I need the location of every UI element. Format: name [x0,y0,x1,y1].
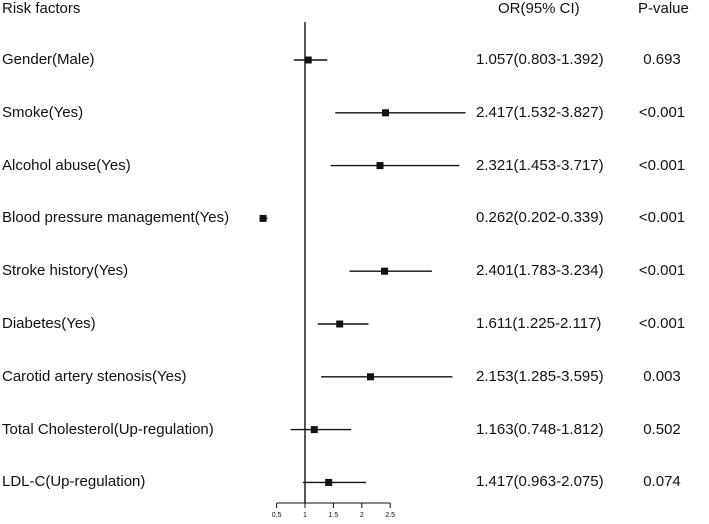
or-point [304,56,312,64]
or-point [336,320,344,328]
or-point [366,373,374,381]
x-tick-label: 2 [360,512,364,519]
or-ci-value: 1.417(0.963-2.075) [476,473,604,491]
p-value: <0.001 [638,262,686,280]
risk-factor-label: Alcohol abuse(Yes) [2,156,131,174]
x-tick-label: 1 [303,512,307,519]
x-tick-label: 1.5 [329,512,339,519]
or-point [381,109,389,117]
p-value-header: P-value [638,0,689,17]
p-value: 0.003 [643,367,681,385]
risk-factor-label: Total Cholesterol(Up-regulation) [2,420,214,438]
risk-factors-header: Risk factors [2,0,81,17]
or-point [310,426,318,434]
or-point [259,214,267,222]
or-ci-value: 1.163(0.748-1.812) [476,420,604,438]
p-value: <0.001 [638,315,686,332]
p-value: 0.502 [643,420,681,438]
p-value: <0.001 [638,209,686,227]
or-ci-value: 0.262(0.202-0.339) [476,209,604,227]
risk-factor-label: Blood pressure management(Yes) [2,209,230,227]
or-ci-value: 1.057(0.803-1.392) [476,51,604,68]
risk-factor-label: Smoke(Yes) [2,103,84,121]
or-ci-header: OR(95% CI) [498,0,580,17]
or-point [376,162,384,170]
or-point [381,267,389,275]
p-value: 0.693 [643,51,681,68]
risk-factor-label: Stroke history(Yes) [2,262,129,280]
risk-factor-label: LDL-C(Up-regulation) [2,473,146,491]
x-tick-label: 0.5 [272,512,282,519]
risk-factor-label: Carotid artery stenosis(Yes) [2,367,187,385]
p-value: <0.001 [638,103,686,121]
p-value: 0.074 [643,473,681,491]
or-ci-value: 1.611(1.225-2.117) [476,315,602,332]
or-point [325,478,333,486]
p-value: <0.001 [638,156,686,174]
risk-factor-label: Gender(Male) [2,51,95,68]
risk-factor-label: Diabetes(Yes) [2,315,96,332]
or-ci-value: 2.153(1.285-3.595) [476,367,604,385]
or-ci-value: 2.321(1.453-3.717) [476,156,604,174]
or-ci-value: 2.417(1.532-3.827) [476,103,604,121]
or-ci-value: 2.401(1.783-3.234) [476,262,604,280]
x-tick-label: 2.5 [385,512,395,519]
